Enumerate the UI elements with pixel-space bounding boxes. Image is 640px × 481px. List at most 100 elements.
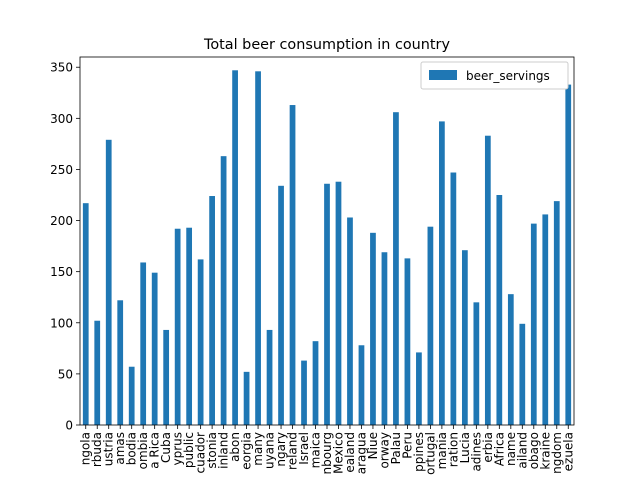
bar [496,195,503,425]
x-tick-label: ngola [79,432,93,465]
bar [519,323,526,425]
bar [324,183,330,425]
bar [312,341,319,425]
x-tick-label: eorgia [240,432,254,470]
bar [82,203,89,425]
bar [553,201,560,425]
x-tick-label: name [504,432,518,466]
bar [347,217,353,425]
bar [461,250,468,425]
legend-swatch [429,70,457,80]
bar [301,360,307,425]
plot-frame [79,56,575,426]
bar [209,196,215,425]
bar [416,352,422,425]
x-tick-label: ailand [515,432,529,469]
x-tick-label: yprus [171,432,185,466]
x-tick-label: ortugal [423,432,437,475]
bar [94,320,101,425]
x-tick-label: stonia [205,432,219,469]
x-tick-label: ealand [343,432,357,473]
bar [358,345,365,425]
x-tick-label: obago [527,432,541,469]
bar [266,329,273,425]
x-tick-label: a Rica [148,432,162,469]
chart-title: Total beer consumption in country [203,37,450,53]
bar [163,329,170,425]
bar [565,84,572,425]
bar [105,139,112,426]
x-tick-label: ration [446,432,460,467]
x-tick-label: ngary [274,432,288,467]
bar [255,71,261,426]
legend: beer_servings [420,61,569,90]
bar [151,272,158,425]
x-tick-label: amas [113,432,127,465]
y-axis: 0 50 100 150 200 250 300 350 [50,61,80,433]
x-tick-label: Peru [400,432,414,459]
bar [542,214,549,425]
x-tick-label: Africa [492,432,506,466]
bar [484,135,491,425]
x-tick-label: rbuda [90,432,104,467]
x-tick-label: ombia [136,432,150,469]
bar [197,259,204,425]
y-tick-label: 250 [50,163,73,177]
bar [289,105,296,426]
x-tick-label: nbourg [320,432,334,475]
x-tick-label: Mexico [331,432,345,474]
x-tick-label: ezuela [561,432,575,471]
bar [232,70,238,426]
y-tick-label: 350 [50,61,73,75]
x-tick-label: Israel [297,432,311,465]
x-tick-label: ngdom [550,432,564,474]
y-tick-label: 50 [58,367,73,381]
x-tick-label: abon [228,432,242,462]
bar [174,228,181,425]
y-tick-label: 0 [65,419,73,433]
bar [140,262,147,425]
bar [530,223,537,425]
x-tick-label: erbia [481,432,495,463]
x-tick-label: bodia [125,432,139,465]
x-tick-label: mania [435,432,449,469]
bar [278,185,284,425]
x-tick-label: adines [469,432,483,472]
legend-label: beer_servings [466,69,550,83]
bar [439,121,445,426]
bar [220,156,227,425]
x-tick-label: kraine [538,432,552,470]
x-tick-label: Lucia [458,432,472,463]
x-tick-label: public [182,432,196,468]
bar [507,294,514,425]
bar [243,371,250,425]
bar [335,181,342,425]
legend-box [420,61,569,90]
bar [404,258,411,425]
bar [370,232,376,425]
x-tick-label: uyana [263,432,277,469]
y-tick-label: 150 [50,265,73,279]
bar [450,172,457,425]
x-tick-label: inland [217,432,231,469]
x-tick-label: ustria [102,432,116,466]
x-tick-label: reland [286,432,300,470]
bar [128,366,135,425]
bars-layer [82,70,572,426]
x-tick-label: Cuba [159,432,173,463]
y-tick-label: 100 [50,316,73,330]
x-tick-label: maica [309,432,323,468]
x-tick-label: many [251,432,265,466]
bar [117,300,124,425]
y-tick-label: 200 [50,214,73,228]
bar [473,302,480,425]
bar [393,112,399,425]
x-tick-label: aragua [354,432,368,474]
y-tick-label: 300 [50,112,73,126]
x-tick-label: ppines [412,432,426,472]
x-tick-label: cuador [194,432,208,474]
x-tick-label: orway [377,432,391,469]
